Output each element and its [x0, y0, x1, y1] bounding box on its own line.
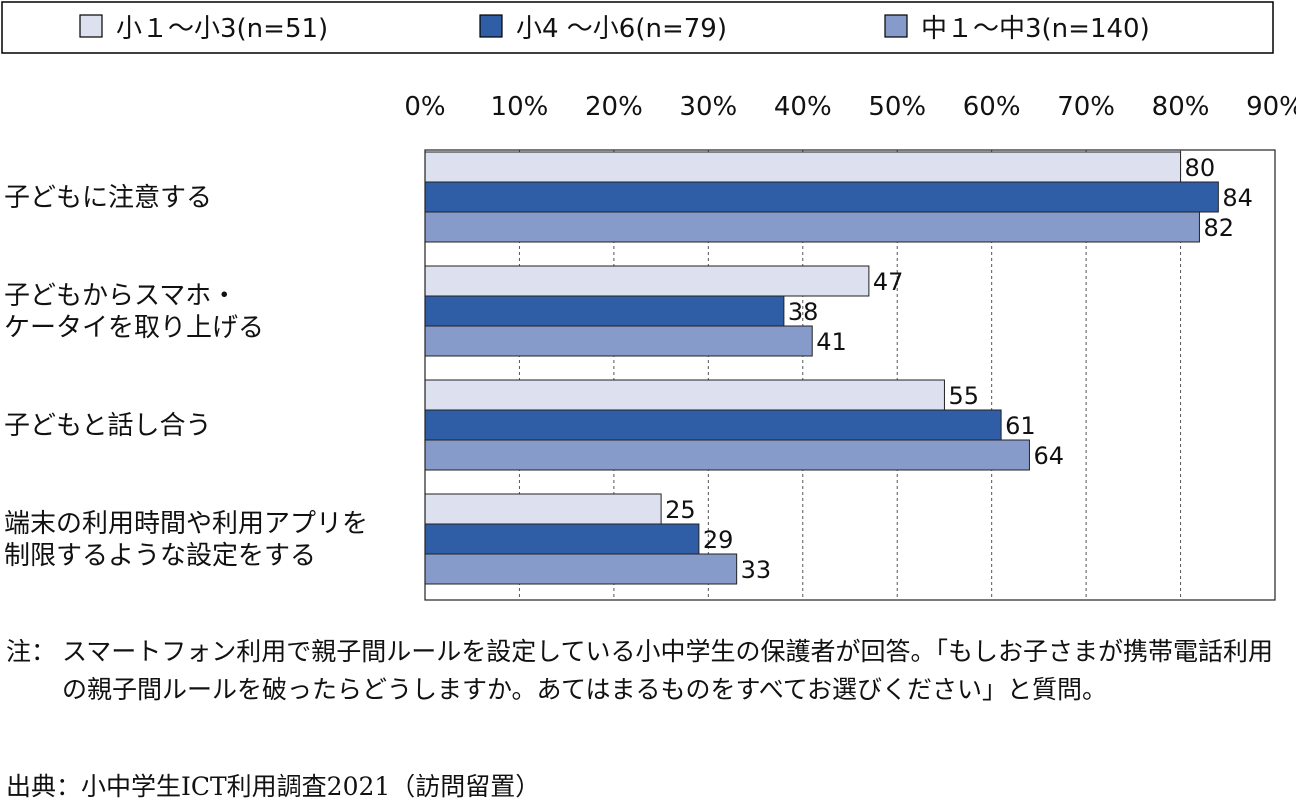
x-tick-label: 10%: [491, 92, 549, 122]
bar: [424, 295, 785, 327]
category-label: 子どもと話し合う: [4, 411, 211, 441]
category-label: 子どもからスマホ・ケータイを取り上げる: [4, 281, 264, 343]
legend-label: 小１～小3(n=51): [116, 14, 328, 44]
legend-label: 中１～中3(n=140): [921, 14, 1150, 44]
bar: [424, 553, 738, 585]
bar-value-label: 84: [1222, 184, 1253, 212]
bar-value-label: 61: [1005, 412, 1036, 440]
x-tick-label: 50%: [868, 92, 926, 122]
bar: [424, 523, 700, 555]
category-label-line: 制限するような設定をする: [4, 541, 316, 571]
bar-value-label: 25: [665, 496, 696, 524]
x-axis-ticks: 0% 10% 20% 30% 40% 50% 60% 70% 80% 90%: [404, 92, 1296, 122]
bar-value-label: 33: [741, 556, 772, 584]
bar: [424, 325, 813, 357]
x-tick-label: 90%: [1246, 92, 1296, 122]
x-tick-label: 20%: [585, 92, 643, 122]
note: 注： スマートフォン利用で親子間ルールを設定している小中学生の保護者が回答。「も…: [6, 633, 1291, 709]
category-label-line: ケータイを取り上げる: [4, 313, 264, 343]
bar-value-label: 29: [703, 526, 734, 554]
bar-value-label: 38: [788, 298, 819, 326]
x-tick-label: 70%: [1057, 92, 1115, 122]
category-label-line: 端末の利用時間や利用アプリを: [4, 509, 368, 539]
bar-value-label: 82: [1203, 214, 1234, 242]
bar: [424, 439, 1030, 471]
category-label: 端末の利用時間や利用アプリを制限するような設定をする: [4, 509, 368, 571]
category-label-line: 子どもに注意する: [4, 183, 212, 213]
category-label-line: 子どもからスマホ・: [4, 281, 237, 311]
x-tick-label: 80%: [1152, 92, 1210, 122]
category-label-line: 子どもと話し合う: [4, 411, 211, 441]
legend: 小１～小3(n=51) 小4 ～小6(n=79) 中１～中3(n=140): [1, 1, 1274, 54]
bar-chart: 小１～小3(n=51) 小4 ～小6(n=79) 中１～中3(n=140) 0% 10…: [1, 1, 1296, 601]
bar: [424, 181, 1219, 213]
bar: [424, 493, 662, 525]
bar: [424, 409, 1002, 441]
category-label: 子どもに注意する: [4, 183, 212, 213]
bar-value-label: 41: [816, 328, 847, 356]
legend-label: 小4 ～小6(n=79): [516, 14, 727, 44]
bar-value-label: 55: [948, 382, 979, 410]
bar-value-label: 47: [873, 268, 904, 296]
x-tick-label: 30%: [679, 92, 737, 122]
bar-value-label: 80: [1185, 154, 1216, 182]
legend-swatch: [79, 14, 103, 38]
plot-frame: [424, 149, 1276, 601]
legend-box: [1, 1, 1274, 54]
bar: [424, 211, 1200, 243]
x-tick-label: 40%: [774, 92, 832, 122]
x-tick-label: 60%: [963, 92, 1021, 122]
bar: [424, 379, 945, 411]
bar: [424, 265, 870, 297]
source-citation: 出典：小中学生ICT利用調査2021（訪問留置）: [6, 772, 541, 801]
legend-swatch: [479, 14, 503, 38]
category-labels: 子どもに注意する子どもからスマホ・ケータイを取り上げる子どもと話し合う端末の利用…: [4, 183, 368, 571]
bar-value-label: 64: [1033, 442, 1064, 470]
legend-swatch: [884, 14, 908, 38]
note-prefix: 注：: [6, 637, 57, 666]
note-text: スマートフォン利用で親子間ルールを設定している小中学生の保護者が回答。「もしお子…: [62, 637, 1274, 704]
bar: [424, 151, 1182, 183]
x-tick-label: 0%: [404, 92, 445, 122]
plot-border: [424, 149, 1276, 601]
